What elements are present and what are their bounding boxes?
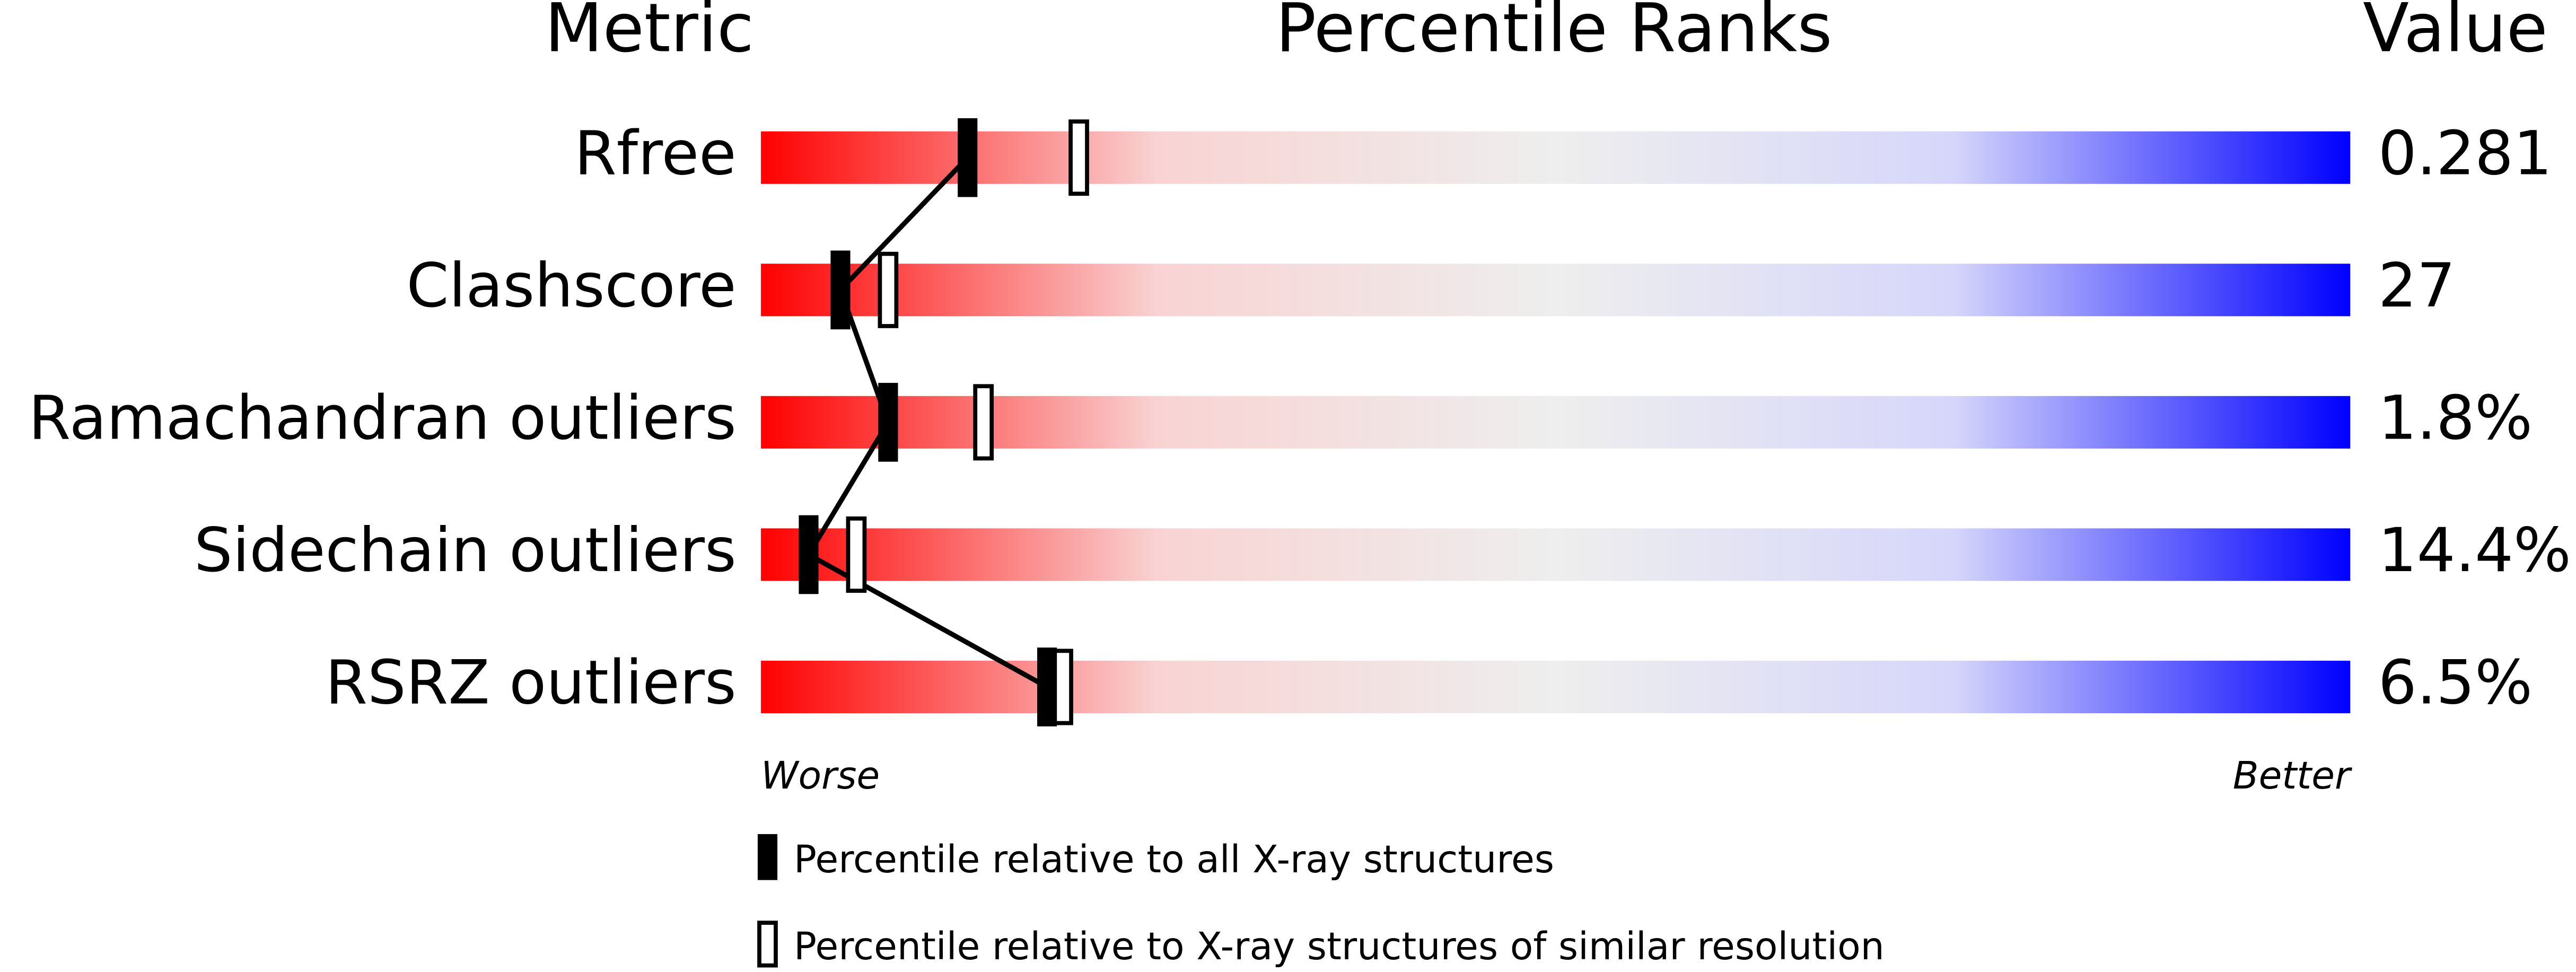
percentile-bar: [761, 396, 2351, 449]
metric-label: RSRZ outliers: [325, 648, 736, 719]
metric-value: 0.281: [2378, 118, 2552, 189]
percentile-marker-similar: [1053, 649, 1073, 725]
value-header: Value: [2363, 0, 2548, 67]
percentile-marker-all: [1037, 647, 1057, 726]
percentile-marker-similar: [973, 384, 994, 461]
percentile-marker-all: [878, 383, 898, 462]
percentile-bar: [761, 660, 2351, 714]
legend-label: Percentile relative to X-ray structures …: [794, 924, 1885, 968]
percentile-bar: [761, 528, 2351, 581]
ranks-header: Percentile Ranks: [1276, 0, 1833, 67]
metric-header: Metric: [545, 0, 754, 67]
metric-value: 27: [2378, 251, 2456, 321]
metric-label: Ramachandran outliers: [29, 383, 737, 454]
percentile-bar: [761, 131, 2351, 184]
metric-value: 6.5%: [2378, 648, 2533, 719]
percentile-marker-similar: [846, 516, 867, 593]
percentile-bar: [761, 264, 2351, 317]
better-label: Better: [2233, 754, 2352, 798]
legend-label: Percentile relative to all X-ray structu…: [794, 837, 1554, 881]
metric-label: Rfree: [574, 118, 736, 189]
percentile-marker-similar: [878, 251, 899, 328]
percentile-marker-all: [799, 515, 819, 594]
legend-swatch: [757, 921, 778, 968]
worse-label: Worse: [761, 754, 880, 798]
legend-swatch: [757, 834, 778, 880]
metric-label: Sidechain outliers: [194, 515, 737, 586]
percentile-marker-all: [958, 118, 978, 197]
metric-value: 14.4%: [2378, 515, 2571, 586]
percentile-marker-all: [830, 250, 851, 330]
metric-value: 1.8%: [2378, 383, 2533, 454]
metric-label: Clashscore: [407, 251, 737, 321]
percentile-marker-similar: [1068, 119, 1089, 196]
